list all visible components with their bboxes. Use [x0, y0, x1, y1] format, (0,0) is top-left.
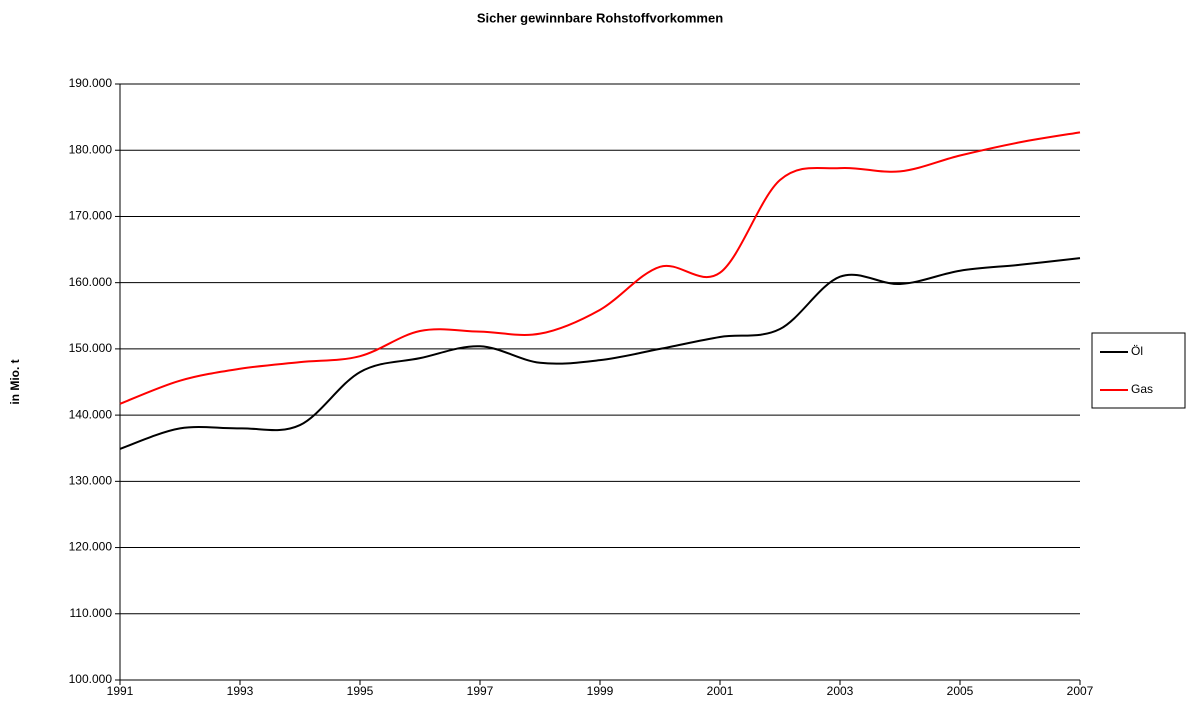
series-line — [119, 131, 1081, 405]
series-line — [119, 257, 1081, 450]
y-tick-label: 140.000 — [69, 407, 113, 421]
y-tick-label: 130.000 — [69, 474, 113, 488]
x-tick-label: 1999 — [587, 684, 614, 698]
x-tick-label: 1997 — [467, 684, 494, 698]
legend-box — [1091, 332, 1186, 409]
y-tick-label: 110.000 — [70, 606, 113, 620]
chart-title: Sicher gewinnbare Rohstoffvorkommen — [477, 10, 723, 25]
x-tick-label: 1993 — [227, 684, 254, 698]
y-tick-label: 170.000 — [69, 209, 113, 223]
legend-label: Gas — [1131, 382, 1153, 396]
x-tick-label: 2003 — [827, 684, 854, 698]
x-tick-label: 2001 — [707, 684, 734, 698]
x-tick-label: 2005 — [947, 684, 974, 698]
legend-label: Öl — [1131, 344, 1143, 358]
y-tick-label: 180.000 — [69, 142, 113, 156]
y-tick-label: 120.000 — [69, 540, 113, 554]
y-tick-label: 100.000 — [69, 672, 113, 686]
y-tick-label: 150.000 — [69, 341, 113, 355]
y-tick-label: 160.000 — [69, 275, 113, 289]
x-tick-label: 2007 — [1067, 684, 1094, 698]
x-tick-label: 1991 — [107, 684, 134, 698]
y-axis-label: in Mio. t — [8, 359, 22, 404]
y-tick-label: 190.000 — [69, 76, 113, 90]
x-tick-label: 1995 — [347, 684, 374, 698]
